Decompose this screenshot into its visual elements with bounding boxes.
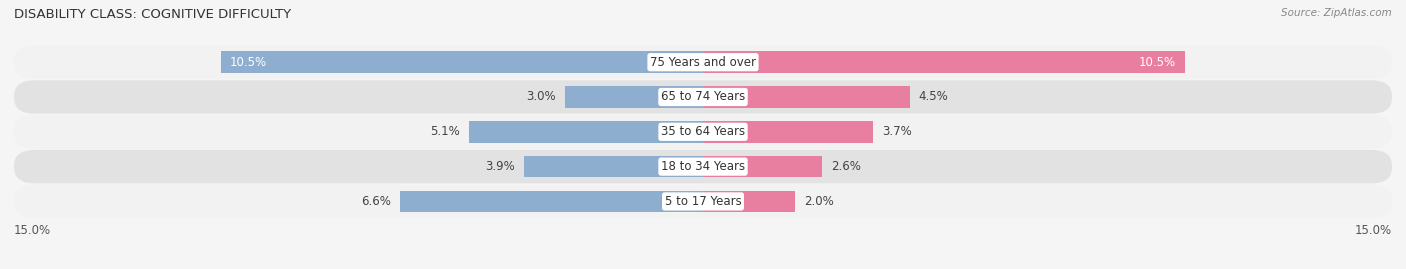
- Bar: [565, 86, 703, 108]
- Text: 5 to 17 Years: 5 to 17 Years: [665, 195, 741, 208]
- Text: 2.0%: 2.0%: [804, 195, 834, 208]
- Bar: [221, 51, 703, 73]
- FancyBboxPatch shape: [14, 45, 1392, 79]
- FancyBboxPatch shape: [14, 80, 1392, 114]
- Text: 75 Years and over: 75 Years and over: [650, 56, 756, 69]
- Text: DISABILITY CLASS: COGNITIVE DIFFICULTY: DISABILITY CLASS: COGNITIVE DIFFICULTY: [14, 8, 291, 21]
- Bar: [524, 156, 703, 178]
- Text: 5.1%: 5.1%: [430, 125, 460, 138]
- Text: 10.5%: 10.5%: [1139, 56, 1175, 69]
- Text: 65 to 74 Years: 65 to 74 Years: [661, 90, 745, 104]
- Text: 3.0%: 3.0%: [526, 90, 555, 104]
- Text: 3.9%: 3.9%: [485, 160, 515, 173]
- Bar: [468, 121, 703, 143]
- Bar: [703, 51, 1185, 73]
- Text: 3.7%: 3.7%: [882, 125, 912, 138]
- Bar: [703, 156, 823, 178]
- FancyBboxPatch shape: [14, 115, 1392, 148]
- Bar: [703, 191, 794, 212]
- Text: Source: ZipAtlas.com: Source: ZipAtlas.com: [1281, 8, 1392, 18]
- Text: 15.0%: 15.0%: [1355, 224, 1392, 237]
- Text: 18 to 34 Years: 18 to 34 Years: [661, 160, 745, 173]
- Text: 15.0%: 15.0%: [14, 224, 51, 237]
- Text: 35 to 64 Years: 35 to 64 Years: [661, 125, 745, 138]
- FancyBboxPatch shape: [14, 185, 1392, 218]
- Text: 2.6%: 2.6%: [831, 160, 862, 173]
- Bar: [399, 191, 703, 212]
- Bar: [703, 86, 910, 108]
- FancyBboxPatch shape: [14, 150, 1392, 183]
- Text: 6.6%: 6.6%: [361, 195, 391, 208]
- Bar: [703, 121, 873, 143]
- Text: 4.5%: 4.5%: [920, 90, 949, 104]
- Text: 10.5%: 10.5%: [231, 56, 267, 69]
